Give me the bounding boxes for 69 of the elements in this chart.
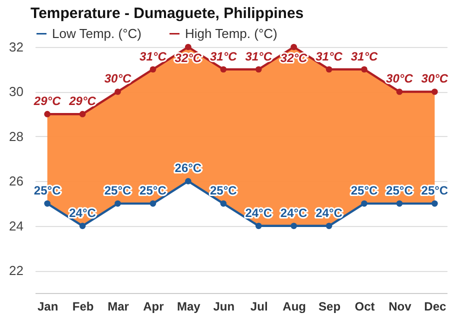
x-tick-label: Oct	[354, 300, 375, 314]
y-tick-label: 22	[9, 263, 24, 278]
point	[255, 66, 262, 73]
y-tick-label: 26	[9, 174, 24, 189]
point	[326, 222, 332, 230]
y-tick-label: 30	[9, 84, 24, 100]
x-tick-label: Apr	[143, 300, 164, 314]
x-tick-label: May	[177, 300, 201, 314]
data-label: 24°C	[69, 206, 96, 220]
x-tick-label: Aug	[282, 300, 306, 314]
point	[396, 200, 403, 207]
data-label: 25°C	[386, 184, 414, 198]
point	[185, 178, 192, 184]
chart-title: Temperature - Dumaguete, Philippines	[30, 5, 304, 22]
point	[290, 44, 297, 50]
legend-label: Low Temp. (°C)	[52, 26, 142, 41]
x-tick-label: Sep	[318, 300, 341, 314]
x-tick-label: Nov	[388, 300, 412, 314]
data-label: 30°C	[104, 72, 132, 86]
point	[44, 200, 50, 207]
point	[114, 200, 121, 207]
data-label: 31°C	[245, 49, 272, 64]
data-label: 24°C	[316, 206, 343, 220]
x-tick-label: Jan	[37, 300, 58, 314]
data-label: 32°C	[174, 51, 202, 65]
data-label: 25°C	[34, 184, 62, 198]
data-label: 29°C	[68, 94, 96, 108]
data-label: 31°C	[350, 49, 378, 64]
point	[326, 66, 332, 73]
point	[114, 88, 121, 95]
data-label: 24°C	[280, 206, 308, 220]
point	[79, 222, 86, 230]
point	[361, 66, 368, 73]
point	[290, 222, 297, 230]
data-label: 31°C	[316, 49, 343, 64]
y-tick-label: 28	[9, 128, 24, 144]
data-label: 24°C	[245, 206, 272, 220]
x-tick-label: Feb	[72, 300, 94, 314]
data-label: 25°C	[421, 184, 448, 198]
point	[255, 222, 262, 230]
data-label: 29°C	[32, 94, 62, 108]
point	[361, 200, 368, 207]
point	[79, 110, 86, 118]
data-label: 31°C	[210, 49, 238, 64]
data-label: 31°C	[140, 49, 167, 64]
point	[150, 66, 156, 73]
point	[220, 200, 227, 207]
data-label: 26°C	[174, 161, 202, 176]
data-label: 25°C	[140, 184, 167, 198]
point	[432, 88, 438, 95]
y-tick-label: 24	[9, 218, 24, 234]
point	[44, 110, 50, 118]
x-tick-label: Dec	[424, 300, 447, 314]
point	[220, 66, 227, 73]
data-label: 30°C	[421, 72, 448, 86]
data-label: 25°C	[210, 184, 238, 198]
data-label: 32°C	[280, 51, 308, 65]
x-tick-label: Mar	[108, 300, 130, 314]
x-tick-label: Jun	[213, 300, 235, 314]
data-label: 30°C	[386, 72, 414, 86]
point	[185, 44, 192, 50]
point	[396, 88, 403, 95]
x-tick-label: Jul	[250, 300, 268, 314]
legend-label: High Temp. (°C)	[185, 26, 278, 41]
y-tick-label: 32	[9, 40, 24, 54]
point	[432, 200, 438, 207]
data-label: 25°C	[104, 184, 132, 198]
point	[150, 200, 156, 207]
data-label: 25°C	[350, 184, 378, 198]
